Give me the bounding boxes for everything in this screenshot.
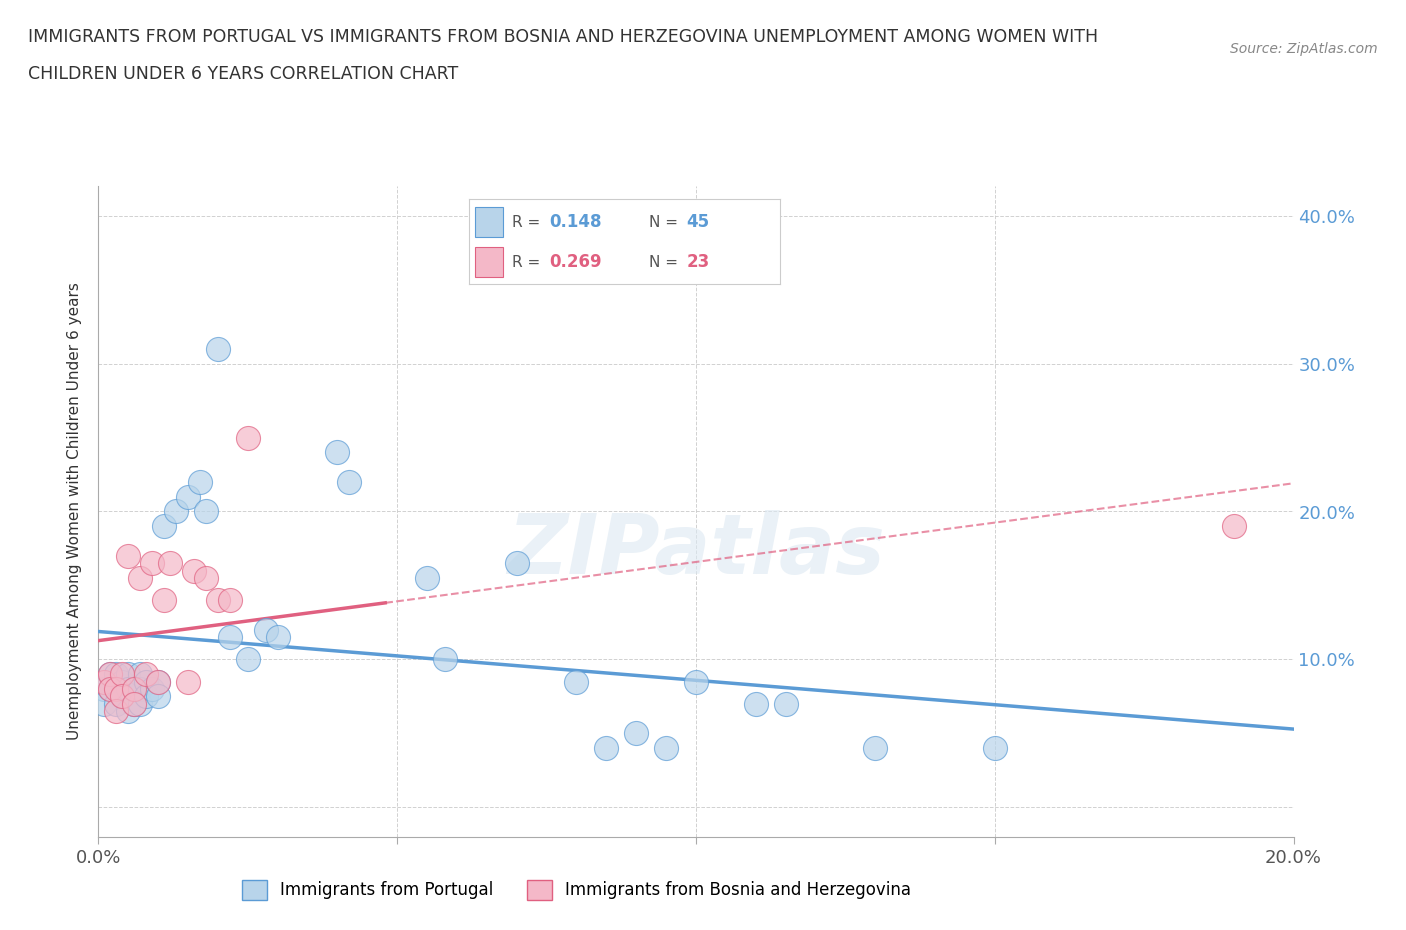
Point xyxy=(129,682,152,697)
Point xyxy=(865,741,887,756)
Point xyxy=(100,667,122,682)
Point xyxy=(506,556,529,571)
Point xyxy=(236,430,259,445)
Point xyxy=(595,741,617,756)
Point xyxy=(565,674,588,689)
Point xyxy=(148,674,170,689)
Point xyxy=(207,592,229,607)
Point xyxy=(105,667,128,682)
Point xyxy=(219,592,242,607)
Point xyxy=(117,682,139,697)
Text: CHILDREN UNDER 6 YEARS CORRELATION CHART: CHILDREN UNDER 6 YEARS CORRELATION CHART xyxy=(28,65,458,83)
Point xyxy=(207,341,229,356)
Point xyxy=(111,674,134,689)
Point xyxy=(100,682,122,697)
Point xyxy=(188,474,211,489)
Point xyxy=(100,667,122,682)
Point xyxy=(626,726,648,741)
Point xyxy=(111,667,134,682)
Point xyxy=(416,571,439,586)
Point xyxy=(159,556,181,571)
Y-axis label: Unemployment Among Women with Children Under 6 years: Unemployment Among Women with Children U… xyxy=(67,283,83,740)
Text: ZIPatlas: ZIPatlas xyxy=(508,510,884,591)
Point xyxy=(148,689,170,704)
Point xyxy=(117,549,139,564)
Point xyxy=(153,519,176,534)
Point xyxy=(177,489,200,504)
Point xyxy=(434,652,457,667)
Point xyxy=(124,697,146,711)
Point xyxy=(984,741,1007,756)
Point xyxy=(153,592,176,607)
Point xyxy=(124,682,146,697)
Point xyxy=(165,504,187,519)
Point xyxy=(117,667,139,682)
Point xyxy=(655,741,678,756)
Point xyxy=(326,445,349,459)
Point xyxy=(105,682,128,697)
Point xyxy=(141,682,163,697)
Point xyxy=(148,674,170,689)
Point xyxy=(135,674,157,689)
Point xyxy=(254,622,277,637)
Point xyxy=(111,689,134,704)
Point xyxy=(93,674,115,689)
Text: IMMIGRANTS FROM PORTUGAL VS IMMIGRANTS FROM BOSNIA AND HERZEGOVINA UNEMPLOYMENT : IMMIGRANTS FROM PORTUGAL VS IMMIGRANTS F… xyxy=(28,28,1098,46)
Point xyxy=(183,564,205,578)
Point xyxy=(177,674,200,689)
Point xyxy=(105,697,128,711)
Point xyxy=(745,697,768,711)
Text: Source: ZipAtlas.com: Source: ZipAtlas.com xyxy=(1230,42,1378,56)
Point xyxy=(135,689,157,704)
Point xyxy=(195,571,218,586)
Point xyxy=(339,474,360,489)
Point xyxy=(1223,519,1246,534)
Point xyxy=(129,697,152,711)
Point xyxy=(685,674,707,689)
Point xyxy=(129,571,152,586)
Point xyxy=(775,697,797,711)
Point xyxy=(267,630,290,644)
Point xyxy=(105,704,128,719)
Point xyxy=(93,682,115,697)
Point xyxy=(141,556,163,571)
Point xyxy=(111,689,134,704)
Point xyxy=(93,697,115,711)
Point xyxy=(124,697,146,711)
Point xyxy=(129,667,152,682)
Point xyxy=(100,682,122,697)
Point xyxy=(236,652,259,667)
Point xyxy=(195,504,218,519)
Legend: Immigrants from Portugal, Immigrants from Bosnia and Herzegovina: Immigrants from Portugal, Immigrants fro… xyxy=(235,873,918,907)
Point xyxy=(135,667,157,682)
Point xyxy=(219,630,242,644)
Point xyxy=(124,682,146,697)
Point xyxy=(117,704,139,719)
